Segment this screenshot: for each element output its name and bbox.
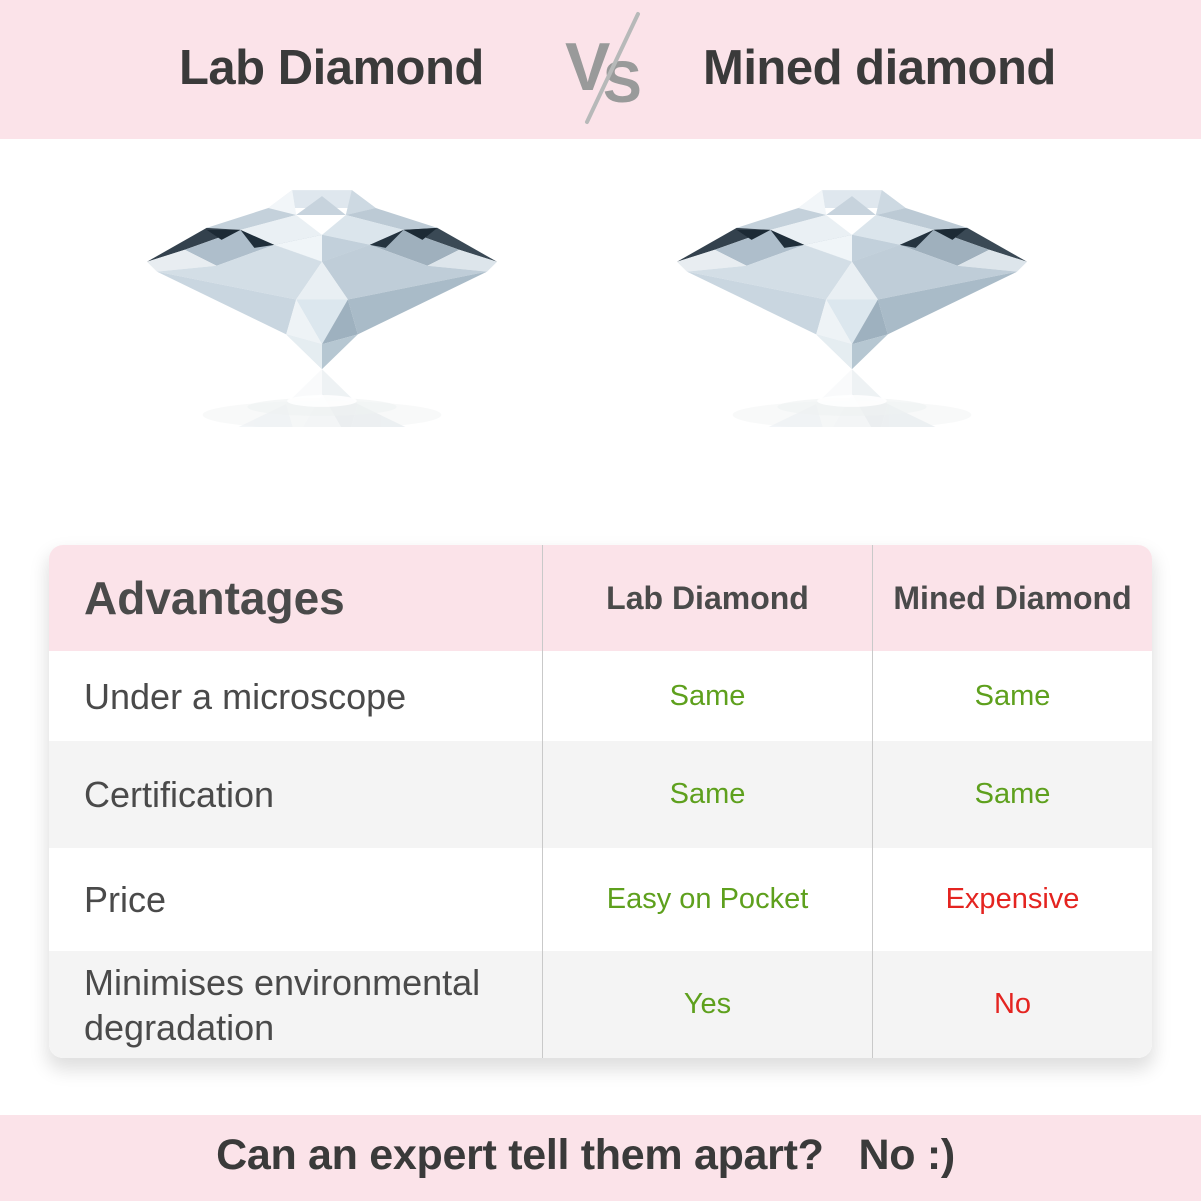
svg-text:S: S — [603, 50, 642, 115]
